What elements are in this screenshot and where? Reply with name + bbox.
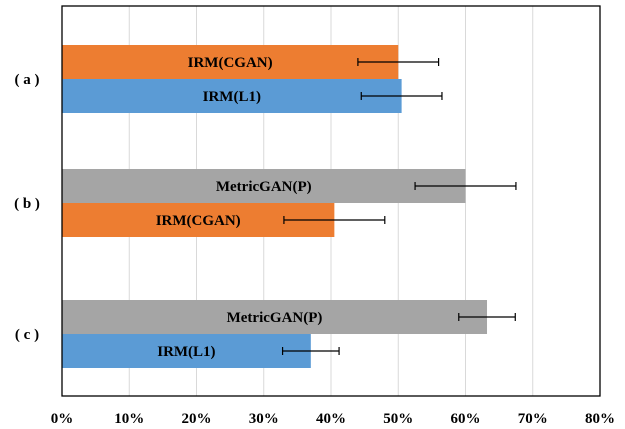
- x-tick-label: 80%: [585, 411, 615, 427]
- bar: [62, 79, 402, 113]
- bar-label: MetricGAN(P): [216, 179, 312, 195]
- x-tick-label: 0%: [51, 411, 74, 427]
- bar-label: IRM(L1): [157, 344, 215, 360]
- error-bars: [281, 58, 517, 355]
- x-tick-label: 70%: [518, 411, 548, 427]
- x-tick-label: 30%: [249, 411, 279, 427]
- group-label: ( c ): [15, 327, 39, 343]
- x-tick-label: 10%: [114, 411, 144, 427]
- x-tick-label: 60%: [451, 411, 481, 427]
- group-label: ( b ): [14, 196, 40, 212]
- plot-area-border: [61, 5, 601, 397]
- bar: [62, 300, 488, 334]
- x-tick-label: 40%: [316, 411, 346, 427]
- bars: [62, 45, 488, 368]
- group-label: ( a ): [15, 72, 40, 88]
- x-axis-ticks: 0% 10% 20% 30% 40% 50% 60% 70% 80%: [51, 411, 615, 427]
- bar-label: IRM(L1): [203, 89, 261, 105]
- bar: [62, 334, 311, 368]
- bar: [62, 169, 466, 203]
- bar-label: IRM(CGAN): [188, 55, 273, 71]
- group-labels: ( a ) ( b ) ( c ): [14, 72, 40, 343]
- x-tick-label: 20%: [182, 411, 212, 427]
- x-tick-label: 50%: [383, 411, 413, 427]
- bar-labels: IRM(CGAN) IRM(L1) MetricGAN(P) IRM(CGAN) Met…: [156, 55, 323, 360]
- bar-label: IRM(CGAN): [156, 213, 241, 229]
- bar: [62, 45, 399, 79]
- bar-label: MetricGAN(P): [227, 310, 323, 326]
